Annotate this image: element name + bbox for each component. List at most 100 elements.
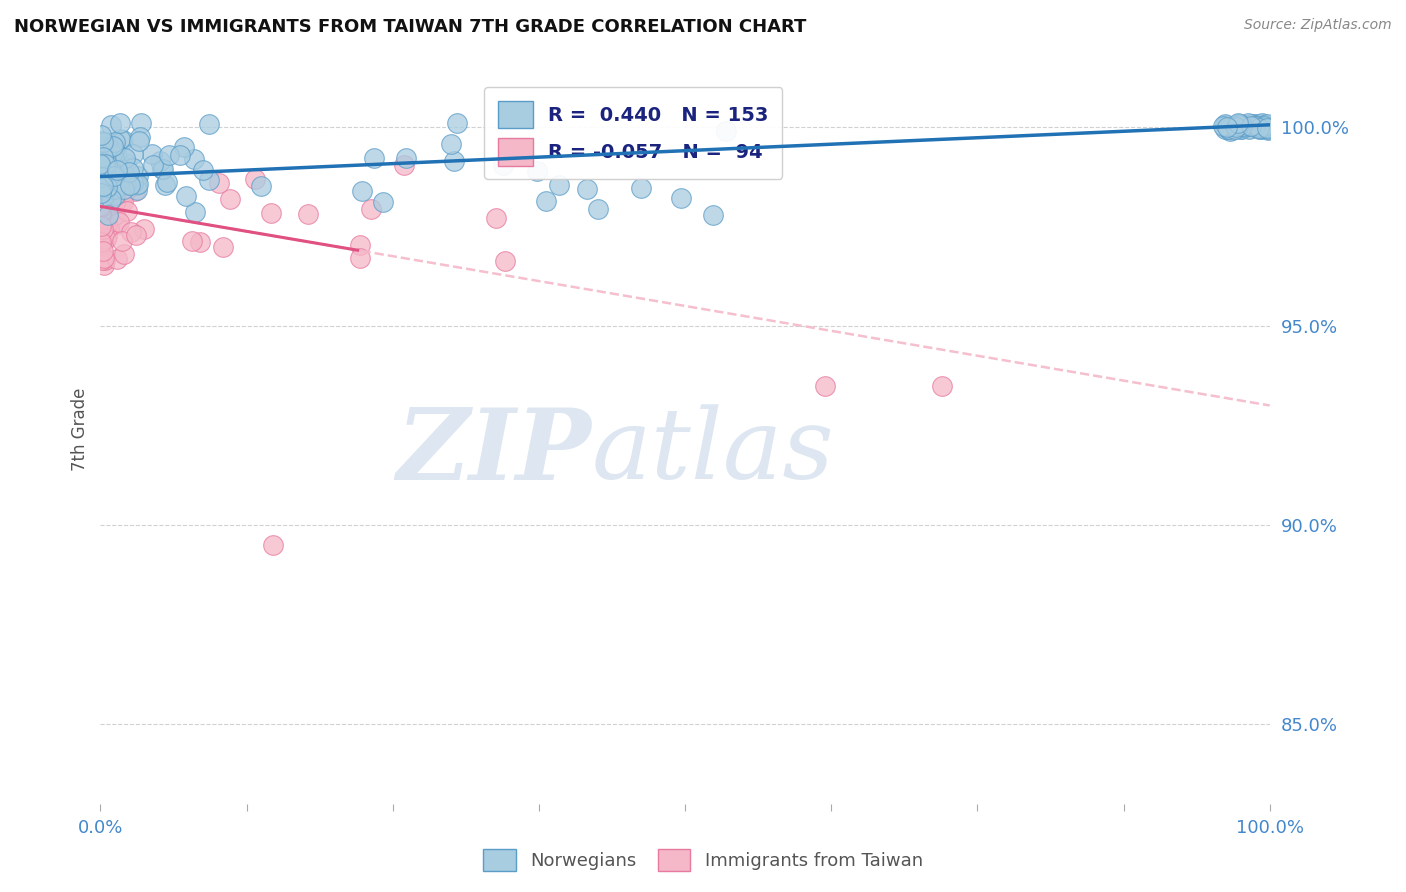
Point [108, 131, 131, 145]
Point [118, 165, 141, 179]
Point [169, 148, 191, 162]
Point [89, 180, 111, 194]
Point [89, 180, 111, 194]
Point [218, 192, 240, 206]
Point [104, 196, 127, 211]
Point [1246, 117, 1268, 131]
Point [90, 191, 112, 205]
Point [1257, 122, 1279, 136]
Point [91, 170, 114, 185]
Point [93, 223, 115, 237]
Point [180, 234, 202, 248]
Point [94, 232, 117, 246]
Point [94, 195, 117, 210]
Point [111, 133, 134, 147]
Point [94, 156, 117, 170]
Point [90, 220, 112, 235]
Point [1244, 120, 1267, 134]
Point [1239, 121, 1261, 136]
Point [1256, 117, 1278, 131]
Point [93, 135, 115, 149]
Point [149, 153, 172, 168]
Point [98, 147, 121, 161]
Point [94, 187, 117, 202]
Point [89, 139, 111, 153]
Point [1216, 120, 1239, 135]
Point [96, 211, 118, 225]
Point [262, 538, 284, 552]
Point [103, 139, 125, 153]
Point [492, 158, 515, 172]
Point [1253, 119, 1275, 133]
Point [112, 247, 135, 261]
Text: Source: ZipAtlas.com: Source: ZipAtlas.com [1244, 18, 1392, 32]
Point [90, 228, 112, 243]
Point [125, 183, 148, 197]
Point [174, 188, 197, 202]
Point [90, 134, 112, 148]
Point [89, 201, 111, 215]
Point [371, 194, 394, 209]
Point [1250, 121, 1272, 136]
Point [122, 161, 145, 175]
Point [1257, 122, 1279, 136]
Point [395, 151, 418, 165]
Point [107, 152, 129, 166]
Point [89, 208, 111, 222]
Point [96, 157, 118, 171]
Point [90, 235, 112, 250]
Point [90, 128, 112, 142]
Point [93, 181, 115, 195]
Point [1254, 120, 1277, 135]
Point [349, 251, 371, 265]
Point [1223, 122, 1246, 136]
Point [94, 163, 117, 178]
Point [349, 238, 371, 252]
Point [90, 192, 112, 206]
Point [1227, 118, 1250, 132]
Point [94, 186, 117, 201]
Point [104, 135, 127, 149]
Point [153, 178, 176, 192]
Point [931, 378, 953, 392]
Point [197, 117, 219, 131]
Point [93, 154, 115, 169]
Point [110, 194, 132, 208]
Point [1227, 116, 1250, 130]
Legend: R =  0.440   N = 153, R = -0.057   N =  94: R = 0.440 N = 153, R = -0.057 N = 94 [484, 87, 782, 179]
Point [1247, 121, 1270, 136]
Point [1254, 119, 1277, 133]
Point [104, 187, 127, 202]
Point [1241, 117, 1264, 131]
Text: ZIP: ZIP [396, 403, 592, 500]
Point [121, 147, 143, 161]
Point [90, 203, 112, 218]
Point [184, 204, 207, 219]
Point [91, 150, 114, 164]
Point [100, 162, 122, 177]
Point [156, 175, 179, 189]
Point [630, 180, 652, 194]
Point [104, 187, 127, 202]
Point [111, 234, 134, 248]
Point [197, 173, 219, 187]
Point [128, 134, 150, 148]
Point [104, 209, 127, 223]
Point [440, 136, 463, 151]
Point [93, 189, 115, 203]
Point [1251, 117, 1274, 131]
Point [575, 182, 598, 196]
Point [105, 163, 128, 178]
Point [96, 137, 118, 152]
Point [193, 162, 215, 177]
Point [89, 199, 111, 213]
Text: NORWEGIAN VS IMMIGRANTS FROM TAIWAN 7TH GRADE CORRELATION CHART: NORWEGIAN VS IMMIGRANTS FROM TAIWAN 7TH … [14, 18, 807, 36]
Point [1218, 122, 1240, 136]
Point [586, 202, 609, 216]
Point [97, 136, 120, 150]
Point [101, 138, 124, 153]
Point [90, 194, 112, 208]
Point [392, 158, 415, 172]
Point [90, 195, 112, 210]
Point [1240, 119, 1263, 133]
